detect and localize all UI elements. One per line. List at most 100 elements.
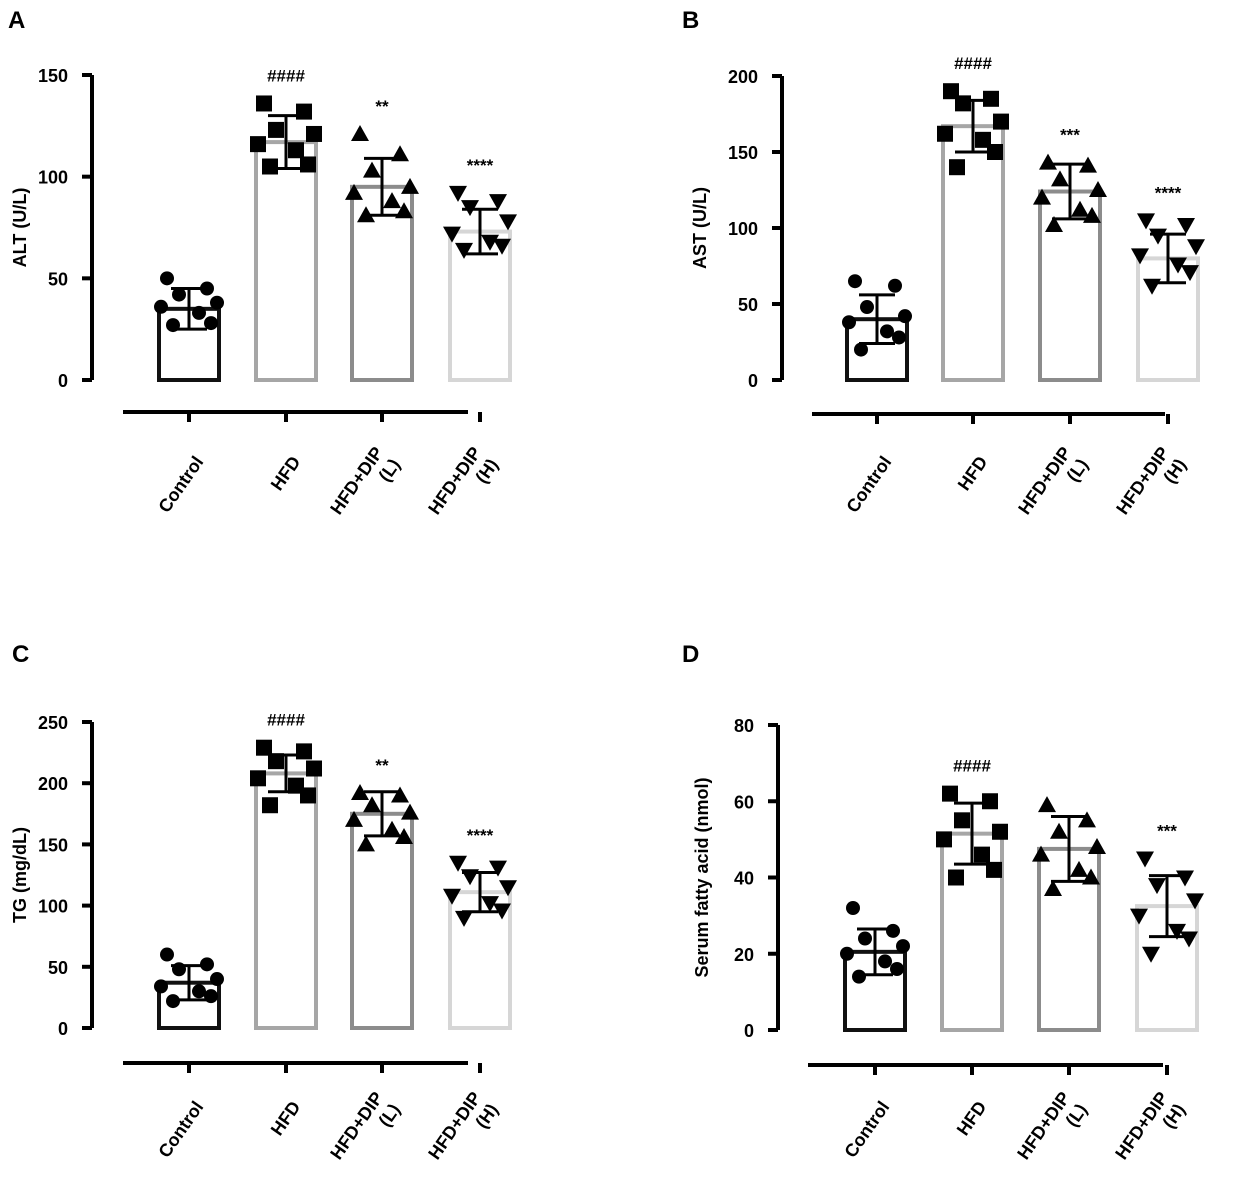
- data-point: [1044, 879, 1062, 896]
- y-tick-label: 0: [748, 371, 758, 391]
- data-point: [1033, 188, 1051, 205]
- category-label: HFD: [953, 1097, 991, 1139]
- category-label-line: Control: [840, 1097, 893, 1161]
- category-label-line: Control: [842, 452, 895, 516]
- y-tick-label: 200: [38, 774, 68, 794]
- category-label: Control: [842, 452, 895, 516]
- significance-label: ****: [467, 156, 494, 175]
- data-point: [880, 324, 894, 339]
- panel-d: D 0 20 40 60 80 Serum fatty acid (nmol) Control…: [682, 641, 1204, 1163]
- y-tick-label: 0: [58, 1019, 68, 1039]
- data-point: [401, 177, 419, 194]
- data-point: [192, 984, 206, 999]
- data-point: [160, 271, 174, 286]
- y-tick-label: 100: [38, 897, 68, 917]
- data-point: [1137, 213, 1155, 230]
- y-tick-label: 250: [38, 713, 68, 733]
- data-point: [499, 880, 517, 897]
- data-point: [268, 121, 284, 138]
- data-point: [345, 183, 363, 200]
- data-point: [192, 305, 206, 320]
- data-point: [250, 136, 266, 153]
- data-point: [499, 214, 517, 231]
- y-axis-title: ALT (U/L): [10, 188, 30, 268]
- y-tick-label: 100: [728, 219, 758, 239]
- category-label: HFD+DIP(H): [424, 443, 502, 530]
- significance-label: ****: [467, 826, 494, 845]
- panel-b: B 0 50 100 150 200 AST (U/L) Control #### HFD *** H…: [682, 7, 1205, 530]
- category-label-line: HFD: [953, 1097, 991, 1139]
- y-tick-label: 0: [744, 1021, 754, 1041]
- data-point: [888, 278, 902, 293]
- data-point: [898, 309, 912, 324]
- data-point: [842, 315, 856, 330]
- significance-label: **: [375, 756, 389, 775]
- y-tick-label: 0: [58, 371, 68, 391]
- data-point: [306, 760, 322, 777]
- data-point: [860, 300, 874, 315]
- data-point: [449, 855, 467, 872]
- data-point: [1039, 153, 1057, 170]
- data-point: [296, 103, 312, 120]
- data-point: [481, 234, 499, 251]
- category-label-line: HFD+DIP: [1013, 1088, 1074, 1163]
- y-tick-label: 50: [48, 269, 68, 289]
- data-point: [210, 295, 224, 310]
- category-label-line: HFD+DIP: [424, 443, 485, 518]
- data-point: [846, 901, 860, 915]
- y-tick-label: 200: [728, 67, 758, 87]
- data-point: [443, 888, 461, 905]
- data-point: [443, 226, 461, 243]
- data-point: [943, 83, 959, 100]
- data-point: [890, 962, 904, 976]
- data-point: [982, 793, 998, 810]
- data-point: [954, 812, 970, 829]
- y-tick-label: 150: [38, 835, 68, 855]
- data-point: [983, 90, 999, 107]
- data-point: [172, 287, 186, 302]
- significance-label: ***: [1060, 126, 1080, 145]
- panel-letter: C: [12, 641, 29, 668]
- data-point: [383, 820, 401, 837]
- data-point: [936, 831, 952, 848]
- data-point: [401, 803, 419, 820]
- category-label: HFD+DIP(H): [1112, 443, 1190, 530]
- y-tick-label: 100: [38, 168, 68, 188]
- category-label: HFD+DIP(L): [326, 443, 404, 530]
- data-point: [351, 783, 369, 800]
- data-point: [986, 861, 1002, 878]
- category-label-line: Control: [154, 1097, 207, 1161]
- data-point: [1051, 170, 1069, 187]
- data-point: [1045, 215, 1063, 232]
- data-point: [455, 910, 473, 927]
- category-label: Control: [840, 1097, 893, 1161]
- panel-letter: B: [682, 7, 699, 34]
- category-label: Control: [154, 1097, 207, 1161]
- data-point: [262, 158, 278, 175]
- data-point: [1071, 200, 1089, 217]
- data-point: [1181, 265, 1199, 282]
- data-point: [363, 796, 381, 813]
- panel-letter: D: [682, 641, 699, 668]
- y-axis-title: Serum fatty acid (nmol): [692, 777, 712, 977]
- data-point: [942, 785, 958, 802]
- data-point: [256, 739, 272, 756]
- panel-letter: A: [8, 7, 25, 34]
- category-label: HFD+DIP(L): [326, 1088, 404, 1175]
- data-point: [306, 125, 322, 142]
- data-point: [256, 95, 272, 112]
- data-point: [489, 860, 507, 877]
- data-point: [481, 896, 499, 913]
- data-point: [154, 299, 168, 314]
- bar: [254, 140, 318, 382]
- data-point: [1070, 860, 1088, 877]
- data-point: [268, 753, 284, 770]
- data-point: [1169, 257, 1187, 274]
- category-label-line: HFD: [267, 452, 305, 494]
- y-axis-title: AST (U/L): [690, 187, 710, 269]
- data-point: [351, 124, 369, 141]
- data-point: [1177, 217, 1195, 234]
- data-point: [955, 95, 971, 112]
